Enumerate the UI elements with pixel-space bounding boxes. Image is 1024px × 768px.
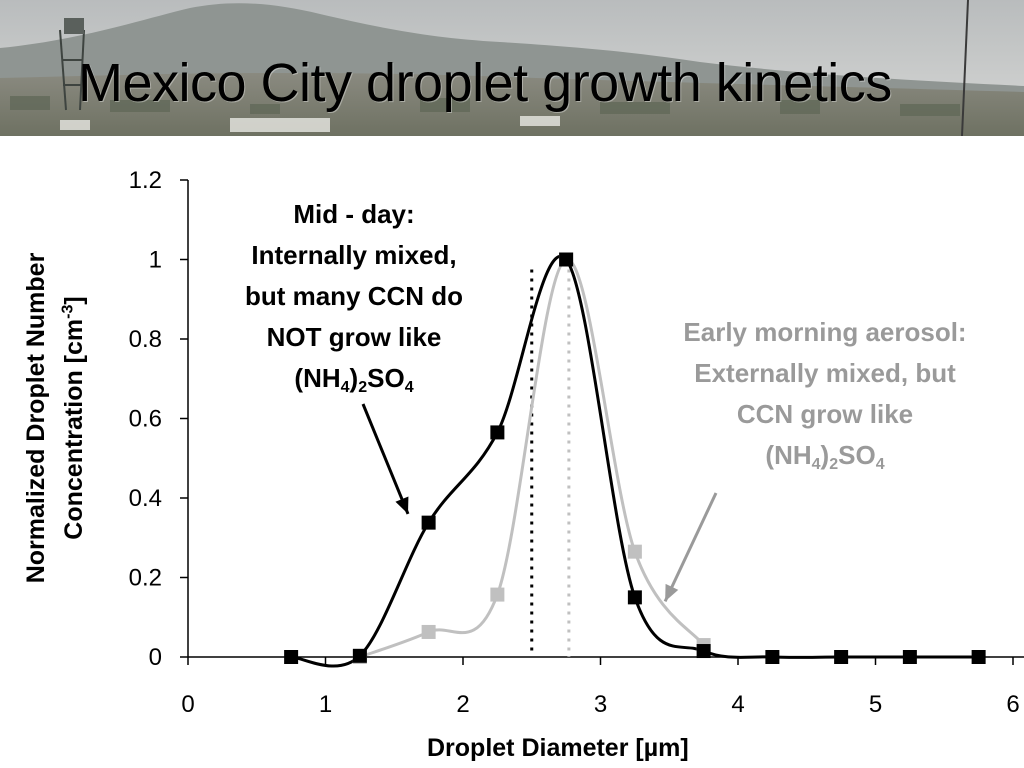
annotation-mid-day-line4: NOT grow like <box>266 322 442 352</box>
annotation-early-morning: Early morning aerosol: Externally mixed,… <box>630 312 1020 476</box>
title-banner: Mexico City droplet growth kinetics <box>0 0 1024 136</box>
formula-part: ) <box>820 440 830 470</box>
y-axis-unit-exponent: -3 <box>59 304 77 319</box>
y-axis-unit-suffix: ] <box>60 296 88 305</box>
y-axis-title-line1: Normalized Droplet Number <box>22 252 50 584</box>
early_morning-marker <box>490 587 505 602</box>
early-morning-arrow-shaft <box>663 492 718 602</box>
early_morning-marker <box>421 624 436 639</box>
annotation-early-morning-line1: Early morning aerosol: <box>683 317 967 347</box>
early-morning-arrow-head <box>665 583 679 602</box>
mid_day-marker <box>284 650 299 664</box>
x-tick-label: 6 <box>1006 691 1019 718</box>
mid-day-arrow-head <box>395 496 409 514</box>
x-axis-title: Droplet Diameter [µm] <box>427 734 689 762</box>
formula-subscript: 4 <box>340 379 350 396</box>
x-tick-label: 0 <box>181 691 194 718</box>
y-tick-label: 0 <box>149 644 162 671</box>
mid_day-marker <box>834 650 849 664</box>
x-tick-label: 2 <box>456 691 469 718</box>
y-tick-label: 0.4 <box>129 485 162 512</box>
mid_day-marker <box>352 648 367 663</box>
formula-part: (NH <box>294 363 341 393</box>
formula-part: ) <box>349 363 359 393</box>
formula-part: (NH <box>765 440 812 470</box>
formula-subscript: 2 <box>358 379 368 396</box>
mid_day-marker <box>971 650 986 664</box>
mid_day-marker <box>559 252 574 267</box>
formula-subscript: 4 <box>811 456 821 473</box>
annotation-mid-day: Mid - day: Internally mixed, but many CC… <box>198 194 510 399</box>
annotation-early-morning-formula: (NH4)2SO4 <box>630 435 1020 476</box>
mid-day-arrow-shaft <box>361 403 410 515</box>
y-axis-title-wrap: Normalized Droplet Number Concentration … <box>0 136 110 756</box>
y-tick-label: 1 <box>149 247 162 274</box>
y-axis-title: Normalized Droplet Number Concentration … <box>17 253 93 584</box>
droplet-growth-chart: 0 0.2 0.4 0.6 0.8 1 1.2 0 1 2 3 4 5 6 <box>129 167 1024 718</box>
mid_day-marker <box>627 590 642 605</box>
early_morning-marker <box>627 544 642 559</box>
x-tick-label: 4 <box>731 691 744 718</box>
x-tick-label: 1 <box>319 691 332 718</box>
y-tick-label: 0.6 <box>129 406 162 433</box>
landscape-photo <box>0 0 1024 136</box>
y-axis-title-line2: Concentration [cm-3] <box>55 253 93 584</box>
annotation-mid-day-line3: but many CCN do <box>244 281 464 311</box>
x-tick-label: 5 <box>869 691 882 718</box>
annotation-early-morning-line2: Externally mixed, but <box>694 358 956 388</box>
mid_day-marker <box>902 650 917 664</box>
y-tick-label: 1.2 <box>129 167 162 194</box>
annotation-mid-day-formula: (NH4)2SO4 <box>198 358 510 399</box>
mid_day-marker <box>490 425 505 440</box>
annotation-early-morning-line3: CCN grow like <box>736 399 914 429</box>
formula-subscript: 2 <box>829 456 839 473</box>
mid_day-marker <box>696 644 711 659</box>
mid_day-marker <box>765 650 780 664</box>
y-axis-unit-prefix: Concentration [cm <box>60 318 88 540</box>
annotation-mid-day-line2: Internally mixed, <box>251 240 457 270</box>
formula-part: SO <box>367 363 405 393</box>
mid_day-marker <box>421 515 436 530</box>
annotation-mid-day-line1: Mid - day: <box>293 199 415 229</box>
y-tick-label: 0.8 <box>129 326 162 353</box>
formula-subscript: 4 <box>875 456 885 473</box>
formula-subscript: 4 <box>404 379 414 396</box>
y-tick-label: 0.2 <box>129 565 162 592</box>
slide-title: Mexico City droplet growth kinetics <box>78 53 892 113</box>
formula-part: SO <box>838 440 876 470</box>
x-tick-label: 3 <box>594 691 607 718</box>
